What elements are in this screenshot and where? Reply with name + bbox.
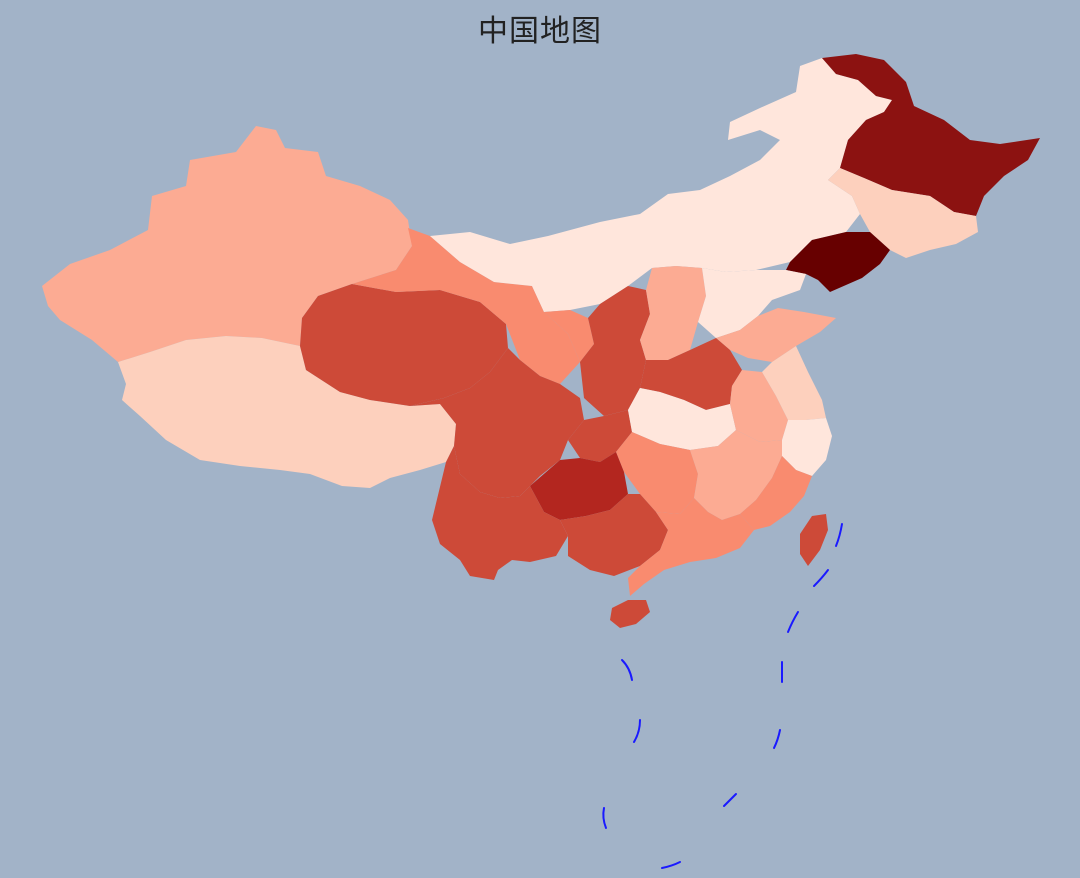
region-xizang[interactable] [118, 336, 456, 488]
region-anhui[interactable] [730, 370, 788, 442]
region-hebei[interactable] [698, 268, 806, 338]
sea-boundary-dash [633, 719, 641, 743]
sea-boundary-dash [787, 611, 799, 633]
sea-boundary-dash [773, 729, 781, 749]
sea-boundary-dash [813, 569, 829, 587]
region-guizhou[interactable] [530, 452, 628, 520]
region-guangdong[interactable] [628, 498, 754, 596]
region-sichuan[interactable] [410, 348, 584, 498]
region-qinghai[interactable] [300, 284, 508, 406]
region-guangxi[interactable] [560, 494, 668, 576]
region-shandong[interactable] [716, 308, 836, 362]
region-jiangxi[interactable] [690, 430, 782, 520]
sea-boundary-dash [602, 807, 607, 829]
region-yunnan[interactable] [432, 446, 568, 580]
region-henan[interactable] [640, 338, 742, 410]
region-liaoning[interactable] [786, 232, 890, 292]
region-hainan[interactable] [610, 600, 650, 628]
region-shanxi[interactable] [640, 266, 706, 360]
region-jilin[interactable] [828, 168, 978, 258]
region-gansu[interactable] [352, 228, 580, 384]
region-xinjiang[interactable] [42, 126, 412, 362]
region-jiangsu[interactable] [762, 346, 826, 420]
sea-boundary-dash [621, 659, 633, 681]
region-shaanxi[interactable] [580, 286, 650, 416]
sea-boundary-dash [835, 523, 843, 547]
region-ningxia[interactable] [544, 310, 594, 362]
region-heilongjiang[interactable] [822, 54, 1040, 216]
region-hubei[interactable] [628, 388, 736, 450]
sea-boundary-dash [661, 861, 681, 869]
region-zhejiang[interactable] [782, 418, 832, 476]
region-neimenggu[interactable] [430, 58, 892, 312]
region-chongqing[interactable] [568, 410, 632, 462]
region-fujian[interactable] [740, 456, 812, 530]
map-title: 中国地图 [478, 14, 602, 49]
region-hunan[interactable] [616, 432, 698, 514]
region-taiwan[interactable] [800, 514, 828, 566]
sea-boundary-dash [723, 793, 737, 807]
